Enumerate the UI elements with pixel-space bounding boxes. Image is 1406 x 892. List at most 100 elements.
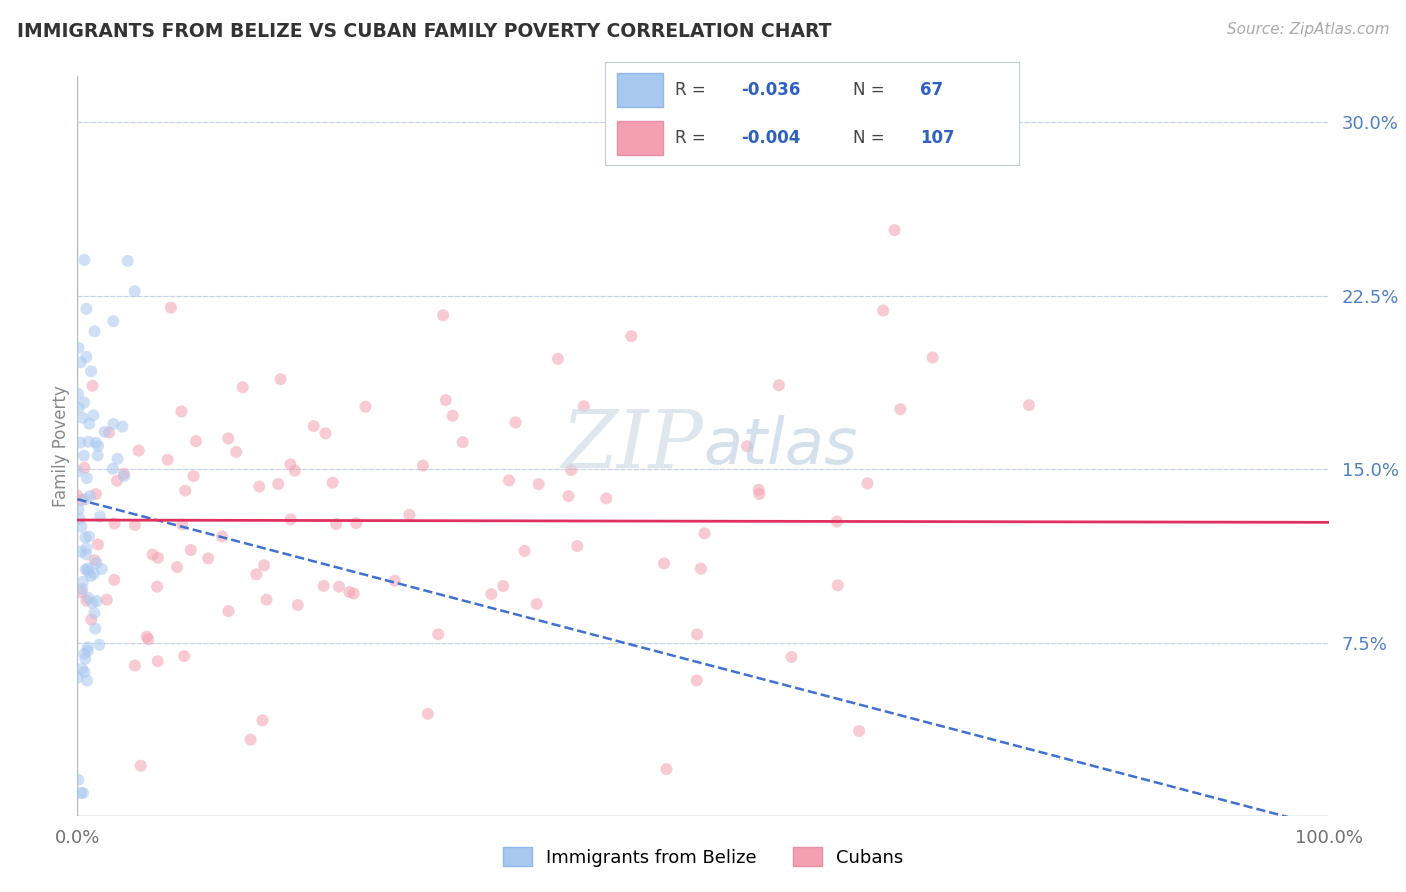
Text: 67: 67 — [920, 80, 943, 99]
Point — [66, 488, 89, 502]
Point — [105, 474, 128, 488]
Point — [135, 630, 157, 644]
Point — [73, 252, 96, 267]
Point — [748, 483, 770, 497]
Point — [595, 491, 617, 506]
Point — [245, 567, 267, 582]
Point — [124, 518, 146, 533]
Point — [174, 483, 197, 498]
Point — [526, 597, 548, 611]
Point — [86, 594, 108, 608]
Point — [107, 451, 129, 466]
Point — [84, 435, 107, 450]
Text: N =: N = — [853, 80, 890, 99]
Point — [70, 662, 93, 676]
Point — [72, 410, 94, 425]
Point — [75, 651, 97, 665]
Point — [75, 593, 97, 607]
Point — [75, 547, 97, 561]
Text: -0.036: -0.036 — [741, 80, 801, 99]
Point — [693, 526, 716, 541]
Point — [883, 223, 905, 237]
Point — [83, 553, 105, 567]
Point — [768, 378, 790, 392]
Point — [75, 531, 97, 545]
Point — [129, 758, 152, 772]
Point — [101, 462, 124, 476]
Point — [572, 399, 595, 413]
Point — [77, 591, 100, 605]
Point — [280, 512, 302, 526]
Point — [142, 548, 165, 562]
Point — [252, 714, 274, 728]
Point — [434, 393, 457, 408]
Point — [183, 469, 205, 483]
Point — [312, 579, 335, 593]
Text: atlas: atlas — [703, 415, 858, 477]
Point — [67, 386, 90, 401]
Point — [780, 650, 803, 665]
Point — [384, 574, 406, 588]
Point — [84, 622, 107, 636]
Bar — [617, 73, 662, 106]
Point — [76, 640, 98, 655]
Point — [76, 673, 98, 688]
Point — [328, 580, 350, 594]
Point — [117, 254, 139, 268]
Point — [83, 566, 105, 581]
Point — [513, 544, 536, 558]
Point — [80, 613, 103, 627]
Point — [73, 647, 96, 661]
Point — [75, 492, 97, 507]
Point — [77, 434, 100, 449]
Text: N =: N = — [853, 128, 890, 147]
Point — [124, 658, 146, 673]
Point — [339, 585, 361, 599]
Point — [77, 529, 100, 543]
Point — [217, 432, 239, 446]
Point — [87, 537, 110, 551]
Point — [73, 449, 96, 463]
Point — [427, 627, 450, 641]
Point — [69, 355, 91, 369]
Point — [146, 654, 169, 668]
Point — [128, 443, 150, 458]
Point — [253, 558, 276, 573]
Point — [83, 606, 105, 620]
Point — [848, 724, 870, 739]
Point — [84, 487, 107, 501]
Point — [416, 706, 439, 721]
Point — [432, 308, 454, 322]
Point — [689, 562, 711, 576]
Point — [1018, 398, 1040, 412]
Point — [256, 592, 278, 607]
Point — [239, 732, 262, 747]
Point — [80, 364, 103, 378]
Point — [567, 539, 589, 553]
Point — [492, 579, 515, 593]
Point — [70, 544, 93, 558]
Point — [343, 586, 366, 600]
Point — [172, 517, 194, 532]
Point — [66, 465, 89, 479]
Point — [93, 425, 115, 439]
Point — [314, 426, 336, 441]
Point — [498, 474, 520, 488]
Point — [170, 404, 193, 418]
Point — [160, 301, 183, 315]
Point — [225, 445, 247, 459]
Point — [96, 592, 118, 607]
Point — [83, 324, 105, 338]
Point — [112, 469, 135, 483]
Point — [441, 409, 464, 423]
Text: R =: R = — [675, 128, 711, 147]
Point — [90, 562, 112, 576]
Point — [75, 350, 97, 364]
Point — [211, 529, 233, 543]
Point — [112, 467, 135, 481]
Point — [184, 434, 207, 449]
Point — [748, 487, 770, 501]
Point — [398, 508, 420, 522]
Point — [146, 580, 169, 594]
Point — [527, 477, 550, 491]
